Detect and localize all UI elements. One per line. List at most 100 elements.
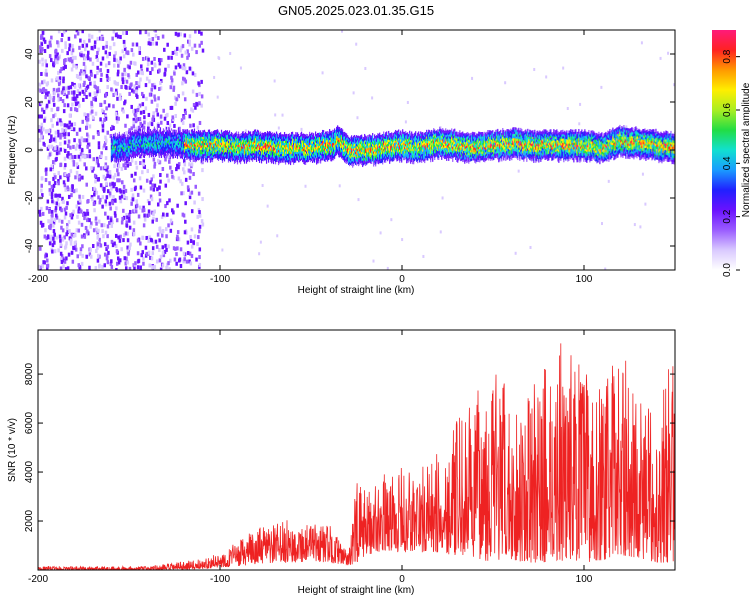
heat-cell xyxy=(298,155,301,158)
heat-cell xyxy=(247,132,250,136)
heat-cell xyxy=(152,128,155,132)
heat-cell xyxy=(183,170,186,175)
heat-cell xyxy=(130,151,133,155)
heat-cell xyxy=(157,146,160,150)
heat-cell xyxy=(110,142,112,146)
heat-cell xyxy=(136,108,140,113)
heat-cell xyxy=(116,139,119,143)
heat-cell xyxy=(155,244,159,249)
heat-cell xyxy=(266,154,269,158)
heat-cell xyxy=(42,127,45,132)
heat-cell xyxy=(253,129,256,133)
heat-cell xyxy=(361,151,363,155)
heat-cell xyxy=(189,146,192,150)
heat-cell xyxy=(192,133,195,136)
heat-cell xyxy=(221,147,224,150)
heat-cell xyxy=(54,193,57,198)
heat-cell xyxy=(124,161,127,166)
heat-cell xyxy=(172,136,175,140)
heat-cell xyxy=(205,138,208,142)
heat-cell xyxy=(257,152,260,155)
heat-cell xyxy=(130,48,134,53)
heat-cell xyxy=(110,264,114,269)
heat-cell xyxy=(106,170,110,175)
heat-cell xyxy=(121,135,124,139)
heat-cell xyxy=(159,140,162,143)
heat-cell xyxy=(42,87,45,92)
heat-cell xyxy=(335,140,337,144)
heat-cell xyxy=(359,136,361,139)
heat-cell xyxy=(189,169,192,174)
heat-cell xyxy=(282,143,285,146)
heat-cell xyxy=(278,158,281,162)
heat-cell xyxy=(105,181,108,186)
heat-cell xyxy=(347,137,349,140)
heat-cell xyxy=(242,135,245,138)
heat-cell xyxy=(147,41,151,46)
heat-cell xyxy=(164,151,167,154)
heat-cell xyxy=(225,145,228,149)
heat-cell xyxy=(217,137,220,140)
heat-cell xyxy=(345,137,347,140)
heat-cell xyxy=(170,55,173,60)
heat-cell xyxy=(188,34,192,39)
heat-cell xyxy=(40,126,43,131)
heat-cell xyxy=(289,134,292,138)
heat-cell xyxy=(286,142,289,146)
heat-cell xyxy=(198,91,201,96)
heat-cell xyxy=(644,202,647,206)
heat-cell xyxy=(231,156,234,160)
heat-cell xyxy=(126,238,130,243)
heat-cell xyxy=(249,140,252,143)
heat-cell xyxy=(177,151,180,154)
heat-cell xyxy=(240,156,243,160)
heat-cell xyxy=(144,151,147,154)
heat-cell xyxy=(166,149,169,152)
heat-cell xyxy=(165,150,168,154)
heat-cell xyxy=(139,121,142,126)
heat-cell xyxy=(529,245,532,249)
heat-cell xyxy=(198,155,201,158)
heat-cell xyxy=(104,116,108,121)
heat-cell xyxy=(193,152,196,155)
heat-cell xyxy=(244,153,247,156)
heat-cell xyxy=(257,139,260,142)
heat-cell xyxy=(91,61,95,66)
heat-cell xyxy=(166,138,169,142)
heat-cell xyxy=(196,242,199,247)
heat-cell xyxy=(131,152,134,156)
heat-cell xyxy=(247,130,250,134)
heat-cell xyxy=(229,138,232,141)
heat-cell xyxy=(294,145,297,148)
heat-cell xyxy=(256,142,259,146)
heat-cell xyxy=(125,141,128,144)
heat-cell xyxy=(216,133,219,136)
heat-cell xyxy=(146,67,149,72)
heat-cell xyxy=(272,140,275,143)
heat-cell xyxy=(306,157,309,161)
heat-cell xyxy=(274,146,277,150)
heat-cell xyxy=(239,135,242,139)
heat-cell xyxy=(224,145,227,148)
heat-cell xyxy=(275,148,278,152)
heat-cell xyxy=(303,157,306,161)
heat-cell xyxy=(321,149,323,152)
heat-cell xyxy=(255,140,258,143)
heat-cell xyxy=(251,140,254,143)
heat-cell xyxy=(118,155,121,158)
heat-cell xyxy=(173,153,176,156)
heat-cell xyxy=(237,140,240,143)
heat-cell xyxy=(321,147,323,150)
heat-cell xyxy=(180,153,183,157)
heat-cell xyxy=(114,145,117,148)
heat-cell xyxy=(355,153,357,157)
heat-cell xyxy=(323,134,325,137)
heat-cell xyxy=(198,131,201,134)
heat-cell xyxy=(83,155,87,160)
heat-cell xyxy=(161,143,164,147)
heat-cell xyxy=(337,138,339,141)
heat-cell xyxy=(271,158,274,161)
heat-cell xyxy=(193,143,196,147)
heat-cell xyxy=(155,138,158,141)
heat-cell xyxy=(104,176,107,181)
